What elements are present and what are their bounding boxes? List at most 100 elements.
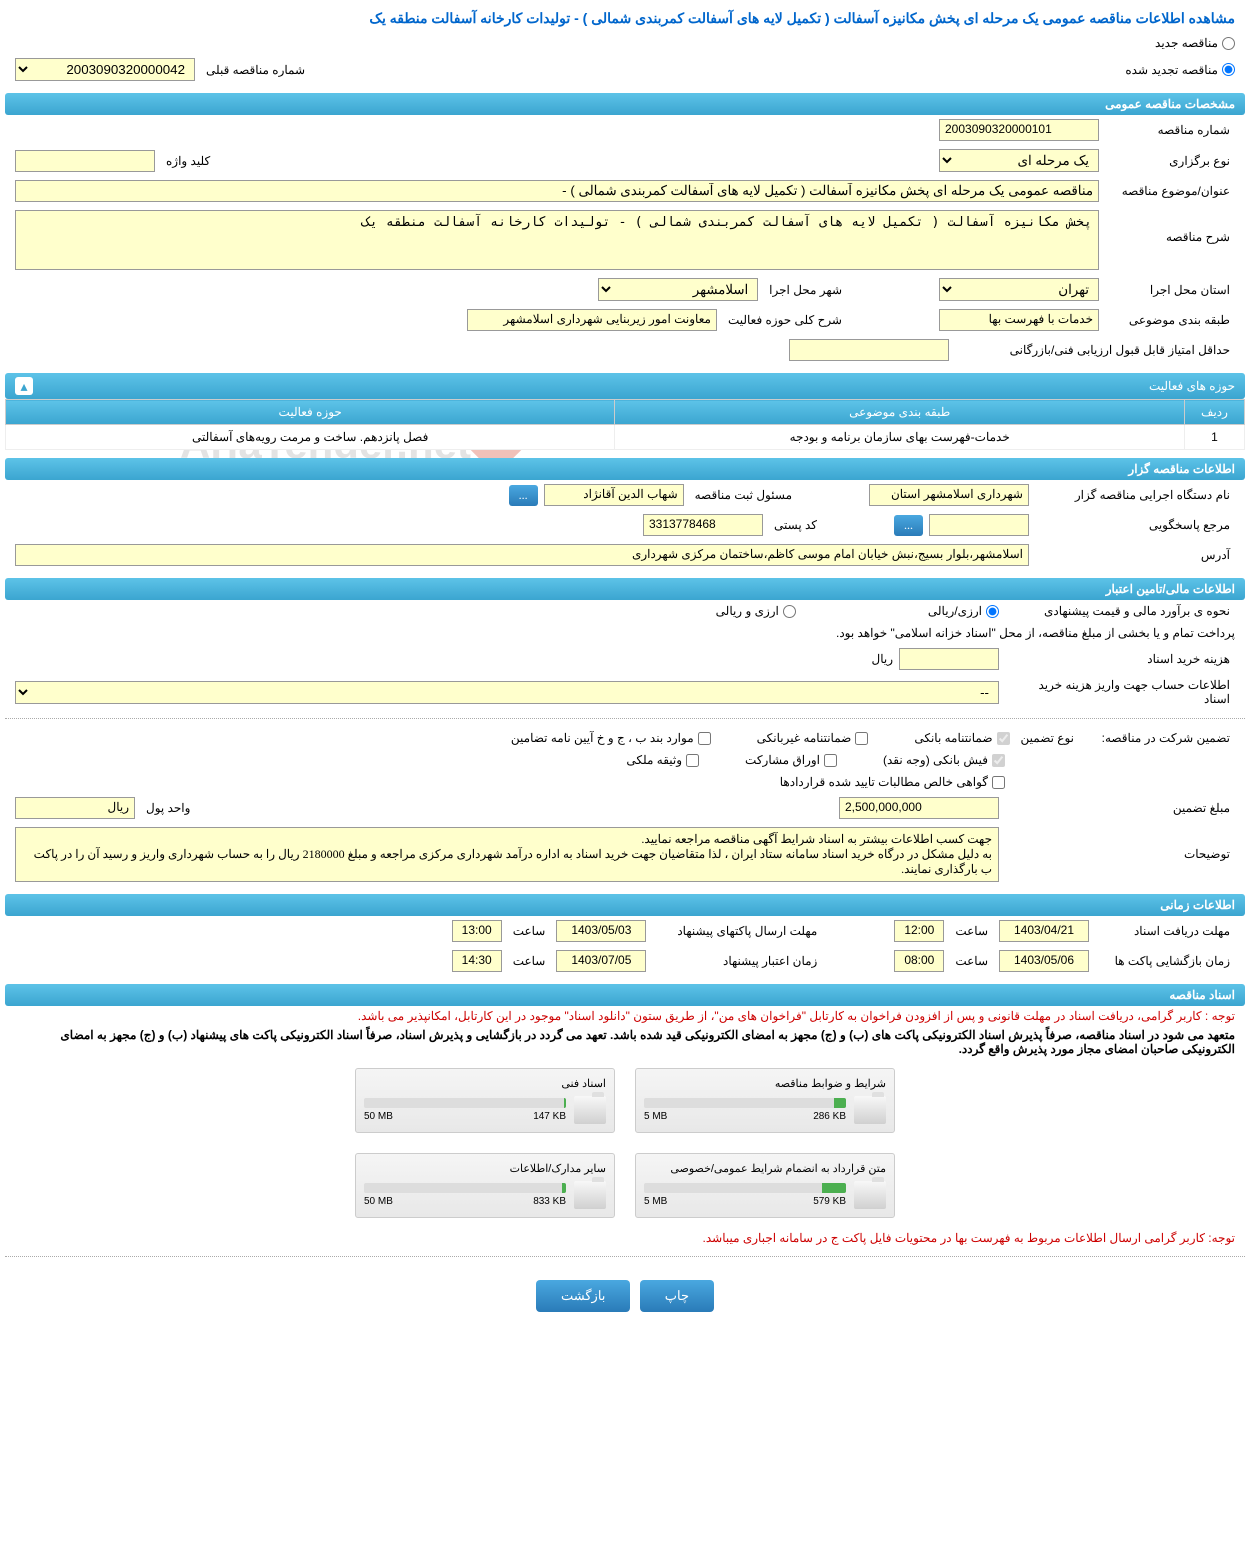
prev-number-select[interactable]: 2003090320000042 — [15, 58, 195, 81]
validity-time: 14:30 — [452, 950, 502, 972]
radio-foreign-label: ارزی و ریالی — [716, 604, 779, 618]
receive-time: 12:00 — [894, 920, 944, 942]
keyword-input[interactable] — [15, 150, 155, 172]
province-select[interactable]: تهران — [939, 278, 1099, 301]
open-label: زمان بازگشایی پاکت ها — [1095, 954, 1235, 968]
doc-fill-4 — [562, 1183, 566, 1193]
doc-box-1[interactable]: شرایط و ضوابط مناقصه 5 MB286 KB — [635, 1068, 895, 1133]
doc-cost-input[interactable] — [899, 648, 999, 670]
cb-property[interactable]: وثیقه ملکی — [626, 753, 699, 767]
submit-time: 13:00 — [452, 920, 502, 942]
doc-title-1: شرایط و ضوابط مناقصه — [644, 1077, 886, 1096]
open-time: 08:00 — [894, 950, 944, 972]
doc-box-4[interactable]: سایر مدارک/اطلاعات 50 MB833 KB — [355, 1153, 615, 1218]
folder-icon — [854, 1096, 886, 1124]
type-select[interactable]: یک مرحله ای — [939, 149, 1099, 172]
more-button[interactable]: ... — [509, 485, 538, 506]
notes-label: توضیحات — [1005, 827, 1235, 861]
page-title: مشاهده اطلاعات مناقصه عمومی یک مرحله ای … — [5, 5, 1245, 32]
section-financial: اطلاعات مالی/تامین اعتبار — [5, 578, 1245, 600]
docs-note2: متعهد می شود در اسناد مناقصه، صرفاً پذیر… — [5, 1026, 1245, 1058]
radio-renewed-label: مناقصه تجدید شده — [1125, 63, 1218, 77]
cell-field: فصل پانزدهم. ساخت و مرمت رویه‌های آسفالت… — [6, 425, 615, 450]
docs-note3: توجه: کاربر گرامی ارسال اطلاعات مربوط به… — [5, 1228, 1245, 1248]
receive-deadline-label: مهلت دریافت اسناد — [1095, 924, 1235, 938]
section-executor: اطلاعات مناقصه گزار — [5, 458, 1245, 480]
section-activity: حوزه های فعالیت ▴ — [5, 373, 1245, 399]
rial-unit: ریال — [871, 652, 893, 666]
radio-renewed-tender[interactable]: مناقصه تجدید شده — [1125, 63, 1235, 77]
field-value: معاونت امور زیربنایی شهرداری اسلامشهر — [467, 309, 717, 331]
doc-fill-3 — [822, 1183, 846, 1193]
doc-fill-2 — [564, 1098, 566, 1108]
subject-input[interactable] — [15, 180, 1099, 202]
cb-cases[interactable]: موارد بند ب ، ج و خ آیین نامه تضامین — [511, 731, 711, 745]
doc-box-3[interactable]: متن قرارداد به انضمام شرایط عمومی/خصوصی … — [635, 1153, 895, 1218]
account-label: اطلاعات حساب جهت واریز هزینه خرید اسناد — [1005, 678, 1235, 706]
min-score-input[interactable] — [789, 339, 949, 361]
cb-claims[interactable]: گواهی خالص مطالبات تایید شده قراردادها — [780, 775, 1005, 789]
province-label: استان محل اجرا — [1105, 283, 1235, 297]
field-label: شرح کلی حوزه فعالیت — [723, 313, 847, 327]
open-date: 1403/05/06 — [999, 950, 1089, 972]
radio-new-tender[interactable]: مناقصه جدید — [1155, 36, 1235, 50]
time-label-4: ساعت — [508, 954, 551, 968]
collapse-icon[interactable]: ▴ — [15, 377, 33, 395]
submit-deadline-label: مهلت ارسال پاکتهای پیشنهاد — [652, 924, 822, 938]
amount-value: 2,500,000,000 — [839, 797, 999, 819]
validity-date: 1403/07/05 — [556, 950, 646, 972]
time-label-1: ساعت — [950, 924, 993, 938]
payment-note: پرداخت تمام و یا بخشی از مبلغ مناقصه، از… — [836, 626, 1235, 640]
cb-bank[interactable]: ضمانتنامه بانکی — [914, 731, 1009, 745]
number-value: 2003090320000101 — [939, 119, 1099, 141]
min-score-label: حداقل امتیاز قابل قبول ارزیابی فنی/بازرگ… — [955, 343, 1235, 357]
radio-foreign-input[interactable] — [783, 605, 796, 618]
doc-title-2: اسناد فنی — [364, 1077, 606, 1096]
classify-label: طبقه بندی موضوعی — [1105, 313, 1235, 327]
radio-renewed-input[interactable] — [1222, 63, 1235, 76]
city-select[interactable]: اسلامشهر — [598, 278, 758, 301]
radio-foreign[interactable]: ارزی و ریالی — [716, 604, 796, 618]
postal-value: 3313778468 — [643, 514, 763, 536]
org-label: نام دستگاه اجرایی مناقصه گزار — [1035, 488, 1235, 502]
print-button[interactable]: چاپ — [640, 1280, 714, 1312]
doc-title-4: سایر مدارک/اطلاعات — [364, 1162, 606, 1181]
address-label: آدرس — [1035, 548, 1235, 562]
col-field: حوزه فعالیت — [6, 400, 615, 425]
amount-label: مبلغ تضمین — [1005, 801, 1235, 815]
city-label: شهر محل اجرا — [764, 283, 847, 297]
contact-more-button[interactable]: ... — [894, 515, 923, 536]
radio-new-label: مناقصه جدید — [1155, 36, 1218, 50]
cb-partnership[interactable]: اوراق مشارکت — [745, 753, 837, 767]
table-row: 1 خدمات-فهرست بهای سازمان برنامه و بودجه… — [6, 425, 1245, 450]
officer-label: مسئول ثبت مناقصه — [690, 488, 797, 502]
activity-title: حوزه های فعالیت — [1149, 379, 1235, 393]
radio-rial-label: ارزی/ریالی — [928, 604, 982, 618]
desc-textarea[interactable] — [15, 210, 1099, 270]
docs-note1: توجه : کاربر گرامی، دریافت اسناد در مهلت… — [5, 1006, 1245, 1026]
cell-class: خدمات-فهرست بهای سازمان برنامه و بودجه — [615, 425, 1185, 450]
guarantee-type-label: نوع تضمین — [1016, 731, 1079, 745]
cell-num: 1 — [1185, 425, 1245, 450]
back-button[interactable]: بازگشت — [536, 1280, 630, 1312]
account-select[interactable]: -- — [15, 681, 999, 704]
number-label: شماره مناقصه — [1105, 123, 1235, 137]
address-value: اسلامشهر،بلوار بسیج،نبش خیابان امام موسی… — [15, 544, 1029, 566]
contact-label: مرجع پاسخگویی — [1035, 518, 1235, 532]
folder-icon — [854, 1181, 886, 1209]
guarantee-label: تضمین شرکت در مناقصه: — [1085, 731, 1235, 745]
radio-new-input[interactable] — [1222, 37, 1235, 50]
cb-nonbank[interactable]: ضمانتنامه غیربانکی — [757, 731, 869, 745]
contact-input[interactable] — [929, 514, 1029, 536]
divider — [5, 1256, 1245, 1257]
cb-cash[interactable]: فیش بانکی (وجه نقد) — [883, 753, 1005, 767]
col-class: طبقه بندی موضوعی — [615, 400, 1185, 425]
notes-textarea[interactable] — [15, 827, 999, 882]
officer-value: شهاب الدین آقانژاد — [544, 484, 684, 506]
receive-date: 1403/04/21 — [999, 920, 1089, 942]
section-time: اطلاعات زمانی — [5, 894, 1245, 916]
doc-box-2[interactable]: اسناد فنی 50 MB147 KB — [355, 1068, 615, 1133]
doc-fill-1 — [834, 1098, 846, 1108]
radio-rial-input[interactable] — [986, 605, 999, 618]
radio-rial[interactable]: ارزی/ریالی — [928, 604, 999, 618]
